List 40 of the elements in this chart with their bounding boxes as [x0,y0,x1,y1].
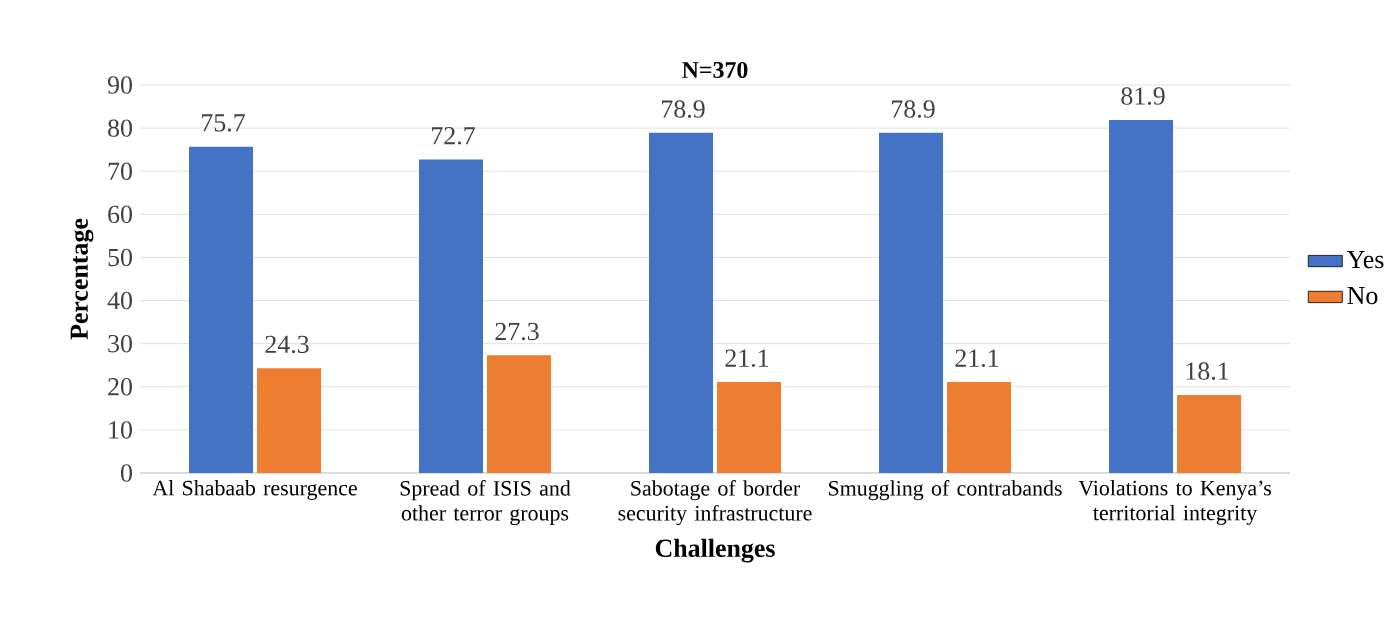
bar [879,132,944,473]
data-label: 18.1 [1186,362,1229,380]
bar [419,159,484,473]
x-tick-label: Spread of ISIS and other terror groups [400,480,571,526]
y-tick-label: 10 [109,421,132,439]
bar [649,132,714,473]
y-axis-title: Percentage [70,218,94,340]
bar [947,382,1012,473]
data-label: 81.9 [1121,87,1165,105]
chart-title: N=370 [682,61,748,78]
data-label: 27.3 [495,322,539,341]
bar [487,355,551,473]
y-tick-label: 90 [107,76,132,94]
data-label: 21.1 [725,349,769,368]
legend-label: Yes [1346,251,1384,269]
y-tick-label: 0 [121,464,132,482]
x-axis-title: Challenges [655,538,775,563]
bar [1177,394,1242,473]
y-tick-label: 60 [108,205,132,224]
data-label: 72.7 [432,127,475,145]
y-tick-label: 80 [108,119,132,137]
x-tick-label: Smuggling of contrabands [828,480,1062,501]
data-label: 24.3 [265,335,309,354]
y-tick-label: 20 [108,378,132,396]
x-tick-label: Al Shabaab resurgence [152,480,357,500]
y-tick-label: 50 [108,248,132,267]
x-tick-label: Violations to Kenya’s territorial integrity [1078,480,1271,525]
x-tick-label: Sabotage of border security infrastructure [618,480,812,526]
bar [1109,119,1174,473]
bar [256,368,321,473]
bar [189,146,254,473]
legend-label: No [1347,286,1378,305]
y-tick-label: 70 [108,162,132,180]
bar [717,382,781,473]
data-label: 75.7 [202,114,245,132]
y-tick-label: 30 [108,334,132,353]
data-label: 78.9 [662,100,705,118]
data-label: 78.9 [892,100,935,118]
data-label: 21.1 [955,349,999,368]
y-tick-label: 40 [107,291,132,310]
